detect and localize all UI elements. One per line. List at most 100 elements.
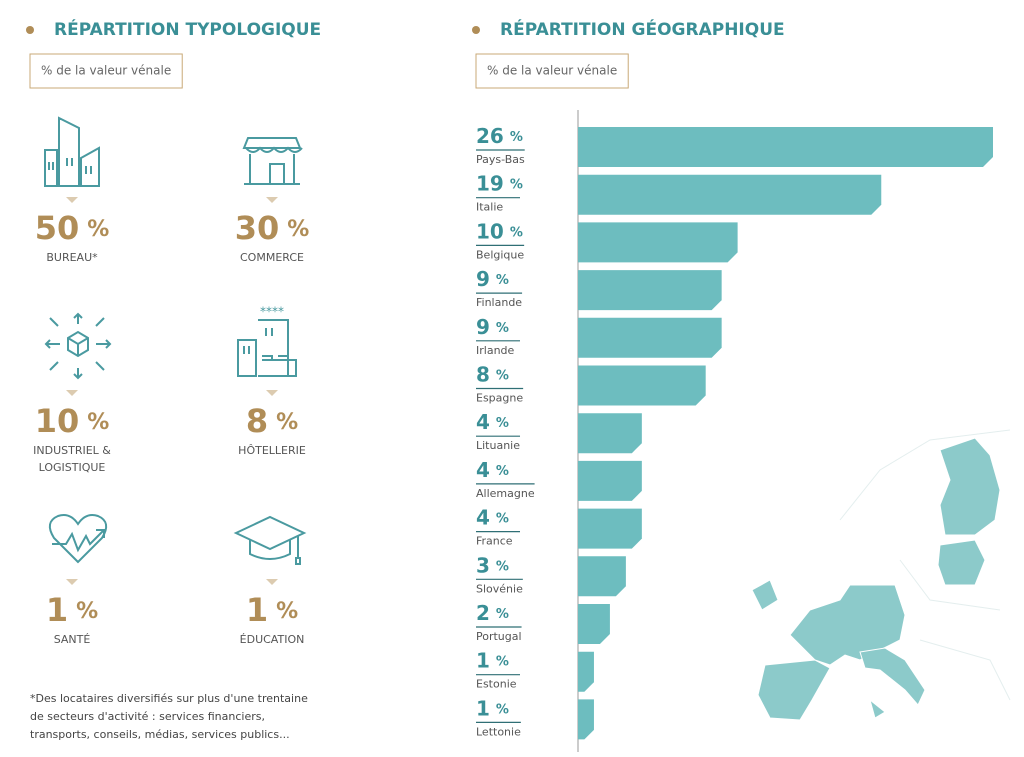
panel-title: RÉPARTITION GÉOGRAPHIQUE <box>500 18 785 40</box>
value: 1 <box>46 591 68 629</box>
footnote: *Des locataires diversifiés sur plus d'u… <box>30 692 308 741</box>
panel-title: RÉPARTITION TYPOLOGIQUE <box>54 18 321 40</box>
map-outline <box>839 429 1011 701</box>
title-dot <box>26 26 34 34</box>
value: 9 <box>476 314 490 338</box>
unit: % <box>496 273 509 288</box>
bar <box>578 699 594 740</box>
value: 26 <box>476 124 504 148</box>
icon-office <box>44 116 100 187</box>
unit: % <box>496 559 509 574</box>
unit: % <box>276 599 298 624</box>
value: 8 <box>476 362 490 386</box>
stat-value: 50% <box>35 209 110 247</box>
value: 4 <box>476 410 490 434</box>
bar-label: Estonie <box>476 678 517 691</box>
bar-label: France <box>476 535 513 548</box>
stat-value: 10% <box>35 402 110 440</box>
icon-hotel <box>237 319 297 377</box>
bar-value: 19% <box>476 171 523 195</box>
value: 2 <box>476 601 490 625</box>
pointer <box>66 390 78 396</box>
stat-label: BUREAU* <box>46 251 98 264</box>
bar-value: 1% <box>476 648 509 672</box>
bar <box>578 222 738 263</box>
stat-value: 1% <box>46 591 98 629</box>
bar-label: Italie <box>476 201 503 214</box>
value: 8 <box>246 402 268 440</box>
value: 10 <box>476 219 504 243</box>
value: 1 <box>246 591 268 629</box>
unit: % <box>510 225 523 240</box>
bar-label: Espagne <box>476 392 523 405</box>
unit: % <box>276 410 298 435</box>
bar <box>578 174 882 215</box>
bar-label: Finlande <box>476 296 522 309</box>
bar-label: Lituanie <box>476 439 520 452</box>
bar-label: Portugal <box>476 630 522 643</box>
pointer <box>266 390 278 396</box>
bar-value: 1% <box>476 696 509 720</box>
unit: % <box>87 217 109 242</box>
bar-value: 8% <box>476 362 509 386</box>
stat-label: SANTÉ <box>53 633 91 646</box>
subtitle-box <box>29 53 183 89</box>
bar-value: 10% <box>476 219 523 243</box>
unit: % <box>510 130 523 145</box>
bar-value: 2% <box>476 601 509 625</box>
bar-label: Pays-Bas <box>476 153 525 166</box>
value: 10 <box>35 402 80 440</box>
stat-value: 8% <box>246 402 298 440</box>
bar <box>578 127 993 167</box>
title-dot <box>472 26 480 34</box>
unit: % <box>76 599 98 624</box>
bar-value: 9% <box>476 314 509 338</box>
pointer <box>266 197 278 203</box>
bar <box>578 460 642 501</box>
value: 1 <box>476 648 490 672</box>
stat-value: 30% <box>235 209 310 247</box>
bar-label: Lettonie <box>476 725 521 738</box>
bar <box>578 604 610 644</box>
unit: % <box>496 320 509 335</box>
pointer <box>266 579 278 585</box>
icon-shop <box>242 137 303 185</box>
value: 9 <box>476 267 490 291</box>
bar-label: Belgique <box>476 248 524 261</box>
value: 30 <box>235 209 280 247</box>
bar <box>578 556 626 597</box>
bar <box>578 317 722 358</box>
bar <box>578 365 706 406</box>
bar-value: 26% <box>476 124 523 148</box>
bar <box>578 651 594 692</box>
bar-value: 9% <box>476 267 509 291</box>
icon-stars: **** <box>260 305 284 319</box>
value: 19 <box>476 171 504 195</box>
bar-value: 3% <box>476 553 509 577</box>
unit: % <box>496 416 509 431</box>
bar <box>578 270 722 311</box>
pointer <box>66 579 78 585</box>
value: 4 <box>476 457 490 481</box>
unit: % <box>496 607 509 622</box>
bar <box>578 413 642 454</box>
stat-label: COMMERCE <box>240 251 304 264</box>
bar-value: 4% <box>476 410 509 434</box>
panel-subtitle: % de la valeur vénale <box>487 64 617 78</box>
bar-value: 4% <box>476 457 509 481</box>
map <box>751 437 1001 721</box>
subtitle-box <box>475 53 629 89</box>
icon-health <box>48 514 108 564</box>
unit: % <box>496 368 509 383</box>
panel-subtitle: % de la valeur vénale <box>41 64 171 78</box>
unit: % <box>496 654 509 669</box>
unit: % <box>287 217 309 242</box>
value: 3 <box>476 553 490 577</box>
stat-value: 1% <box>246 591 298 629</box>
icon-logistics <box>44 312 112 380</box>
stat-label: INDUSTRIEL & LOGISTIQUE <box>33 444 111 474</box>
unit: % <box>87 410 109 435</box>
unit: % <box>496 463 509 478</box>
